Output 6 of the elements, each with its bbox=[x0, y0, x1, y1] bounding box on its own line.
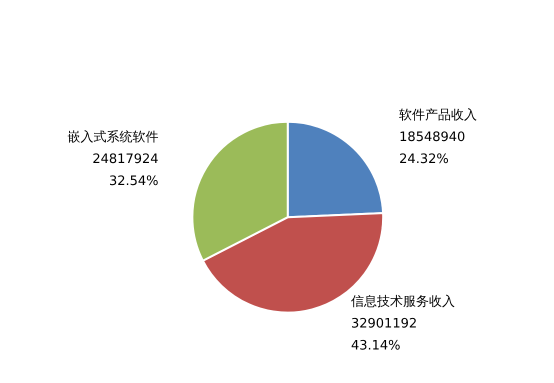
slice-label: 软件产品收入 bbox=[399, 108, 478, 123]
slice-label: 信息技术服务收入 bbox=[350, 294, 455, 310]
data-label: 32901192 43.14% bbox=[350, 316, 418, 354]
data-label: 18548940 24.32% bbox=[399, 130, 466, 167]
data-label: 24817924 32.54% bbox=[92, 152, 159, 190]
slice-label: 嵌入式系统软件 bbox=[68, 130, 159, 146]
